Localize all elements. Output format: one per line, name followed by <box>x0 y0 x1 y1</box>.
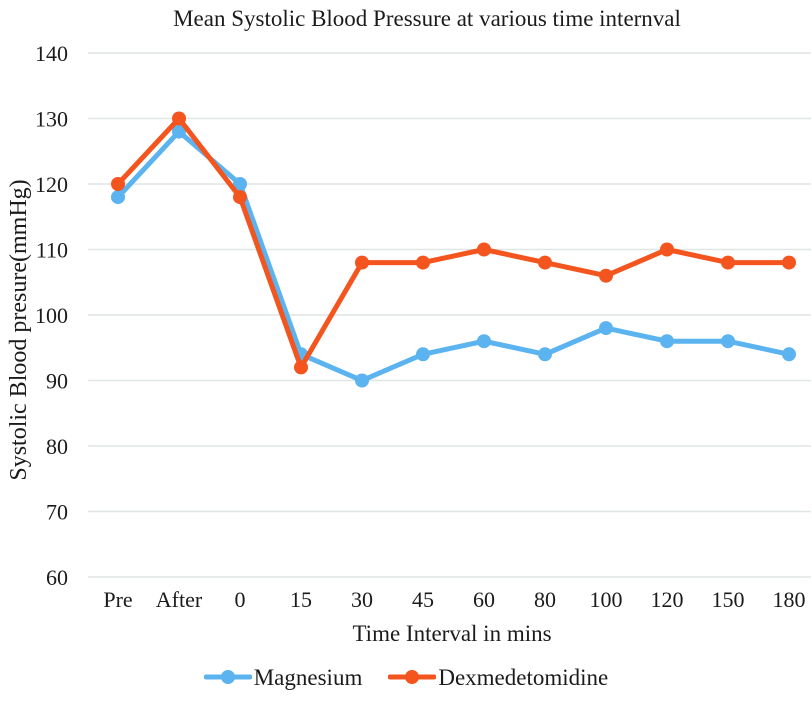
y-tick-label: 120 <box>35 172 68 197</box>
data-point-magnesium-80 <box>538 347 552 362</box>
legend-item-dexmedetomidine: Dexmedetomidine <box>388 666 608 689</box>
gridlines <box>88 52 811 578</box>
magnesium-series-marker-icon <box>203 670 252 684</box>
x-tick-label: Pre <box>103 587 132 612</box>
y-tick-label: 70 <box>46 500 68 525</box>
data-point-magnesium-100 <box>599 321 613 336</box>
x-tick-label: 100 <box>590 587 623 612</box>
data-point-dexmedetomidine-180 <box>782 255 796 270</box>
data-point-dexmedetomidine-60 <box>477 242 491 257</box>
data-point-dexmedetomidine-120 <box>660 242 674 257</box>
data-point-magnesium-30 <box>355 373 369 388</box>
data-point-magnesium-150 <box>721 334 735 349</box>
x-tick-label: 0 <box>235 587 246 612</box>
x-tick-label: 180 <box>773 587 806 612</box>
x-axis-tick-labels: Pre After 0 15 30 45 60 80 100 120 150 180 <box>103 587 805 612</box>
y-tick-label: 140 <box>35 41 68 66</box>
data-point-dexmedetomidine-pre <box>111 177 125 191</box>
y-tick-label: 100 <box>35 303 68 328</box>
series-lines <box>111 111 796 388</box>
x-tick-label: 80 <box>534 587 556 612</box>
y-tick-label: 90 <box>46 369 68 394</box>
dexmedetomidine-series-marker-icon <box>388 670 437 684</box>
x-tick-label: 60 <box>473 587 495 612</box>
x-tick-label: 150 <box>712 587 745 612</box>
data-point-dexmedetomidine-80 <box>538 255 552 270</box>
series-line-dexmedetomidine <box>115 116 792 370</box>
legend-item-magnesium: Magnesium <box>203 664 363 690</box>
chart-title: Mean Systolic Blood Pressure at various … <box>173 6 681 31</box>
data-point-magnesium-pre <box>111 190 125 205</box>
data-point-dexmedetomidine-100 <box>599 268 613 283</box>
y-axis-title: Systolic Blood presure(mmHg) <box>6 179 32 480</box>
x-tick-label: After <box>156 587 203 612</box>
legend: Magnesium Dexmedetomidine <box>0 660 812 694</box>
data-point-dexmedetomidine-45 <box>416 255 430 270</box>
data-point-dexmedetomidine-30 <box>355 255 369 270</box>
chart-canvas: Mean Systolic Blood Pressure at various … <box>6 6 811 646</box>
data-point-dexmedetomidine-0 <box>233 190 247 205</box>
x-axis-title: Time Interval in mins <box>352 621 551 646</box>
legend-label-dexmedetomidine: Dexmedetomidine <box>438 664 609 690</box>
data-point-magnesium-0 <box>233 177 247 191</box>
data-point-magnesium-45 <box>416 347 430 362</box>
x-tick-label: 120 <box>651 587 684 612</box>
data-point-dexmedetomidine-15 <box>294 360 308 375</box>
y-tick-label: 80 <box>46 434 68 459</box>
data-point-dexmedetomidine-after <box>172 111 186 126</box>
x-tick-label: 30 <box>351 587 373 612</box>
x-tick-label: 15 <box>290 587 312 612</box>
data-point-magnesium-120 <box>660 334 674 349</box>
y-tick-label: 60 <box>46 565 68 590</box>
data-point-magnesium-after <box>172 124 186 139</box>
y-tick-label: 130 <box>35 107 68 132</box>
data-point-magnesium-180 <box>782 347 796 362</box>
y-tick-label: 110 <box>36 238 68 263</box>
data-point-magnesium-60 <box>477 334 491 349</box>
data-point-dexmedetomidine-150 <box>721 255 735 270</box>
series-line-magnesium <box>115 129 792 383</box>
y-axis-tick-labels: 140 130 120 110 100 90 80 70 60 <box>35 41 68 590</box>
legend-label-magnesium: Magnesium <box>253 664 363 690</box>
x-tick-label: 45 <box>412 587 434 612</box>
